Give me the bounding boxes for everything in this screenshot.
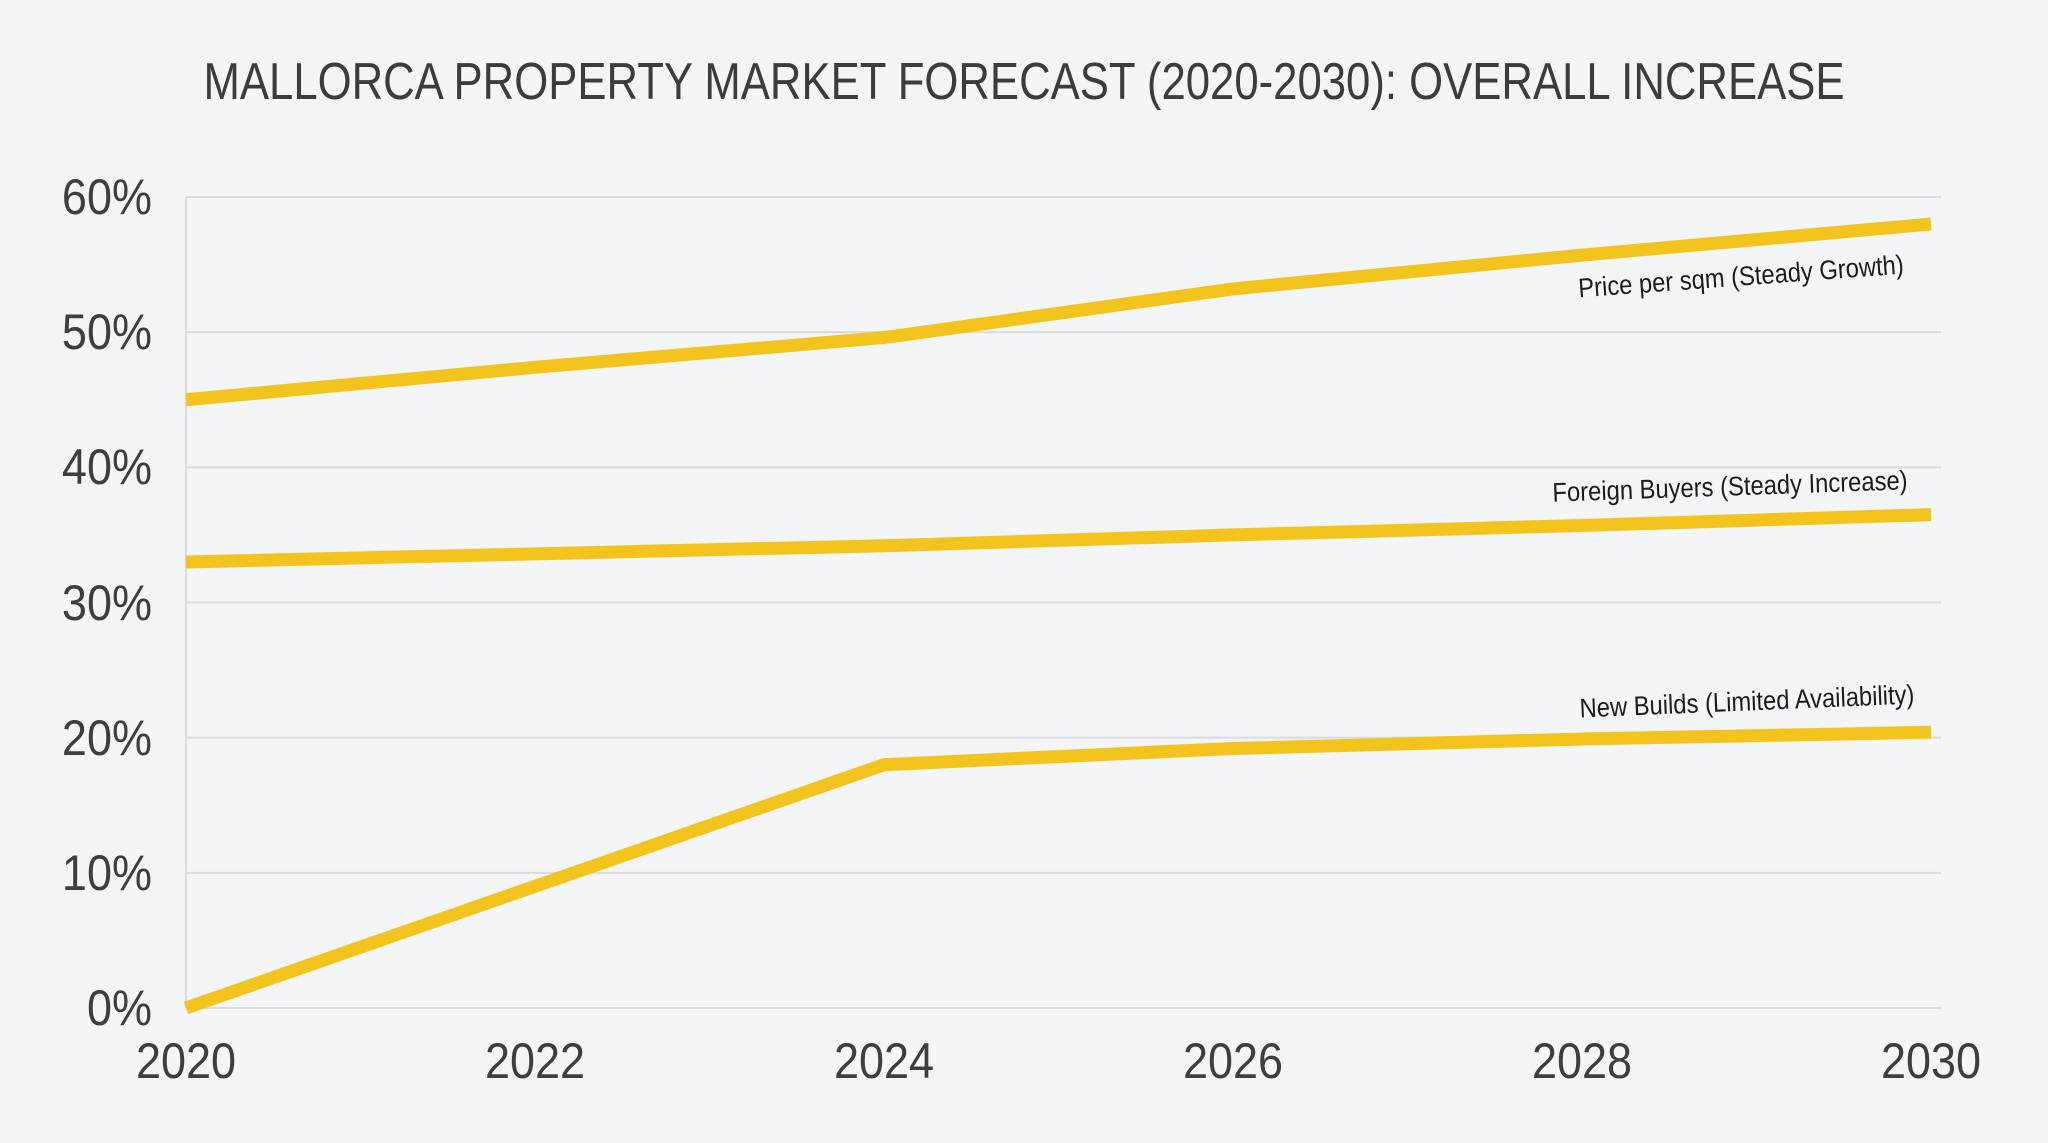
y-tick-label: 10%: [61, 844, 152, 901]
y-tick-label: 40%: [61, 439, 152, 496]
series-line: [185, 217, 1932, 407]
x-tick-label: 2020: [135, 1033, 237, 1089]
series-line: [183, 725, 1932, 1015]
y-tick-label: 30%: [61, 574, 152, 631]
chart-title: MALLORCA PROPERTY MARKET FORECAST (2020-…: [203, 53, 1845, 111]
y-tick-label: 20%: [61, 709, 152, 766]
x-tick-label: 2030: [1880, 1033, 1982, 1089]
x-tick-label: 2028: [1531, 1033, 1633, 1089]
x-tick-label: 2022: [484, 1033, 586, 1089]
y-tick-label: 0%: [86, 980, 152, 1036]
y-tick-label: 50%: [61, 304, 152, 361]
y-tick-label: 60%: [61, 169, 152, 225]
series-line: [185, 508, 1932, 569]
x-tick-label: 2024: [833, 1033, 935, 1089]
x-tick-label: 2026: [1182, 1033, 1284, 1089]
